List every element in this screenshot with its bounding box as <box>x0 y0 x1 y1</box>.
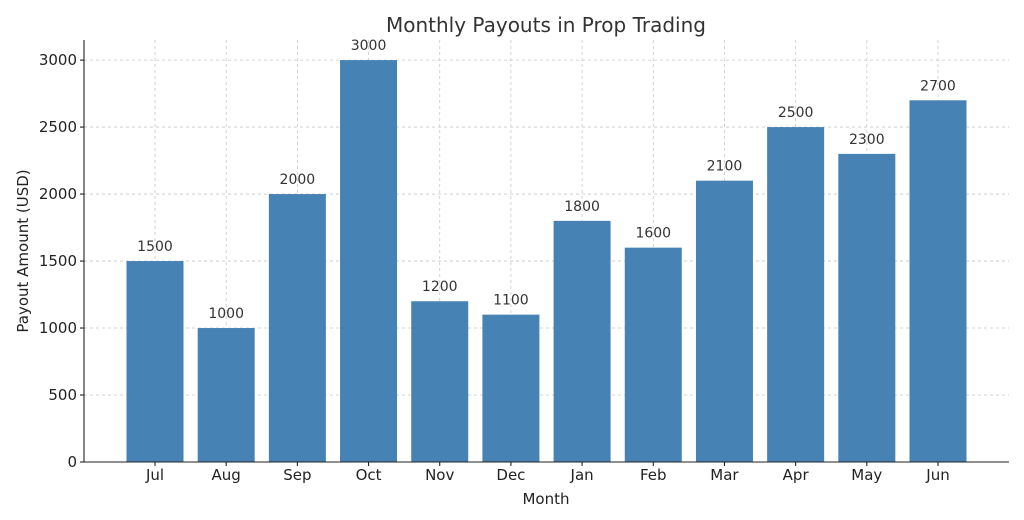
y-tick-label: 1000 <box>39 319 77 337</box>
value-label-jul: 1500 <box>137 239 173 255</box>
x-tick-label-feb: Feb <box>640 466 667 484</box>
value-label-jun: 2700 <box>920 78 956 94</box>
value-label-nov: 1200 <box>422 279 458 295</box>
bar-sep <box>268 194 326 463</box>
value-label-dec: 1100 <box>493 293 529 309</box>
x-tick-label-nov: Nov <box>425 466 454 484</box>
y-tick-label: 1500 <box>39 252 77 270</box>
bar-jan <box>553 220 611 462</box>
bar-mar <box>695 180 753 462</box>
bar-aug <box>197 328 255 462</box>
x-tick-label-jul: Jul <box>145 466 164 484</box>
y-tick-label: 2000 <box>39 185 77 203</box>
bar-oct <box>340 60 398 462</box>
x-tick-label-dec: Dec <box>496 466 525 484</box>
y-tick-label: 500 <box>48 386 77 404</box>
bars <box>126 60 967 463</box>
y-axis-label: Payout Amount (USD) <box>14 169 32 332</box>
value-label-mar: 2100 <box>707 159 743 175</box>
bar-dec <box>482 314 540 462</box>
value-label-aug: 1000 <box>208 306 244 322</box>
value-label-apr: 2500 <box>778 105 814 121</box>
bar-jul <box>126 261 184 462</box>
y-axis-ticks: 0 500 1000 1500 2000 2500 3000 <box>39 51 84 471</box>
bar-jun <box>909 100 967 463</box>
bar-may <box>838 153 896 462</box>
value-label-feb: 1600 <box>635 226 671 242</box>
value-label-jan: 1800 <box>564 199 600 215</box>
x-tick-label-mar: Mar <box>710 466 739 484</box>
value-label-sep: 2000 <box>280 172 316 188</box>
x-tick-label-jan: Jan <box>570 466 594 484</box>
x-tick-label-sep: Sep <box>283 466 311 484</box>
bar-nov <box>411 301 469 462</box>
value-label-may: 2300 <box>849 132 885 148</box>
bar-feb <box>624 247 682 462</box>
x-tick-label-oct: Oct <box>356 466 382 484</box>
bar-apr <box>767 127 825 462</box>
y-tick-label: 0 <box>67 453 77 471</box>
value-label-oct: 3000 <box>351 38 387 54</box>
x-tick-label-may: May <box>851 466 882 484</box>
x-axis-ticks: Jul Aug Sep Oct Nov Dec Jan Feb Mar Apr May Jun <box>145 462 950 484</box>
y-tick-label: 2500 <box>39 118 77 136</box>
chart-title: Monthly Payouts in Prop Trading <box>386 13 706 37</box>
x-tick-label-jun: Jun <box>925 466 949 484</box>
x-tick-label-aug: Aug <box>212 466 241 484</box>
y-tick-label: 3000 <box>39 51 77 69</box>
x-tick-label-apr: Apr <box>783 466 810 484</box>
x-axis-label: Month <box>522 490 569 508</box>
value-labels: 1500 1000 2000 3000 1200 1100 1800 1600 2100 2500… <box>137 38 956 322</box>
